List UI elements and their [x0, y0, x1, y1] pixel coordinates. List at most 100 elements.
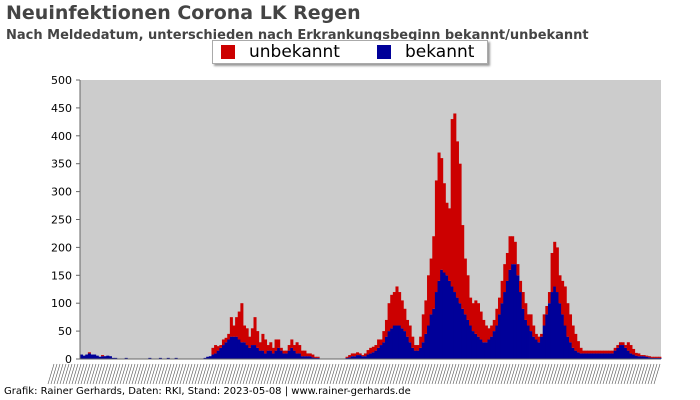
x-date-label-mark [110, 363, 118, 385]
x-date-label-mark [173, 363, 181, 385]
x-date-label-mark [263, 363, 271, 385]
bar-bekannt [629, 353, 633, 359]
bar-bekannt [87, 353, 91, 359]
x-date-label-mark [257, 363, 265, 385]
bar-bekannt [103, 356, 107, 359]
bar-bekannt [208, 356, 212, 359]
bar-bekannt [366, 354, 370, 359]
bar-bekannt [505, 280, 509, 359]
x-date-label-mark [293, 363, 301, 385]
bar-unbekannt [434, 180, 438, 293]
bar-bekannt [348, 357, 352, 359]
bar-unbekannt [516, 264, 520, 276]
x-date-label-mark [599, 363, 607, 385]
x-date-label-mark [467, 363, 475, 385]
bar-unbekannt [419, 336, 423, 348]
x-date-label-mark [557, 363, 565, 385]
bar-unbekannt [605, 350, 609, 354]
bar-unbekannt [440, 158, 444, 270]
x-date-label-mark [464, 363, 472, 385]
bar-unbekannt [563, 286, 567, 326]
x-date-label-mark [251, 363, 259, 385]
bar-bekannt [621, 345, 625, 359]
x-date-label-mark [353, 363, 361, 385]
bar-unbekannt [87, 352, 91, 354]
bar-bekannt [647, 357, 651, 359]
bar-bekannt [261, 350, 265, 359]
bar-bekannt [398, 325, 402, 359]
x-date-label-mark [569, 363, 577, 385]
bar-unbekannt [361, 355, 365, 357]
bar-bekannt [563, 325, 567, 359]
x-date-label-mark [203, 363, 211, 385]
bar-bekannt [287, 350, 291, 359]
x-date-label-mark [359, 363, 367, 385]
x-date-label-mark [356, 363, 364, 385]
bar-unbekannt [416, 345, 420, 351]
bar-unbekannt [374, 345, 378, 351]
bar-bekannt [568, 342, 573, 359]
bar-bekannt [93, 354, 97, 359]
x-date-label-mark [485, 363, 493, 385]
bar-unbekannt [466, 275, 470, 320]
x-date-label-mark [194, 363, 202, 385]
x-date-label-mark [335, 363, 343, 385]
x-date-label-mark [47, 363, 55, 385]
x-date-label-mark [212, 363, 220, 385]
bar-bekannt [508, 269, 512, 359]
bar-unbekannt [287, 345, 291, 351]
bar-unbekannt [242, 325, 247, 343]
bar-unbekannt [235, 317, 239, 337]
bar-bekannt [613, 350, 617, 359]
bar-bekannt [253, 345, 257, 359]
bar-bekannt [390, 328, 394, 359]
x-date-label-mark [59, 363, 67, 385]
bar-bekannt [474, 333, 478, 359]
x-date-label-mark [89, 363, 97, 385]
bar-unbekannt [479, 311, 483, 340]
bar-unbekannt [353, 353, 357, 357]
bar-unbekannt [629, 345, 633, 354]
bar-bekannt [450, 286, 454, 359]
x-date-label-mark [104, 363, 112, 385]
x-date-label-mark [236, 363, 244, 385]
bar-unbekannt [295, 342, 299, 354]
x-date-label-mark [284, 363, 292, 385]
x-date-label-mark [641, 363, 649, 385]
bar-bekannt [608, 353, 612, 359]
bar-unbekannt [461, 225, 465, 309]
x-date-label-mark [650, 363, 658, 385]
x-date-label-mark [362, 363, 370, 385]
bar-unbekannt [553, 241, 557, 287]
bar-unbekannt [484, 325, 488, 343]
bar-bekannt [106, 355, 110, 359]
bar-bekannt [600, 353, 604, 359]
bar-bekannt [108, 356, 112, 359]
bar-bekannt [437, 280, 441, 359]
bar-bekannt [595, 353, 599, 359]
x-date-label-mark [644, 363, 652, 385]
x-date-label-mark [623, 363, 631, 385]
legend-label-unbekannt: unbekannt [249, 42, 340, 62]
x-date-label-mark [266, 363, 274, 385]
bar-bekannt [114, 357, 118, 359]
bar-bekannt [221, 345, 225, 359]
x-date-label-mark [407, 363, 415, 385]
x-date-label-mark [56, 363, 64, 385]
bar-unbekannt [566, 303, 570, 337]
bar-unbekannt [613, 347, 617, 351]
x-date-label-mark [80, 363, 88, 385]
x-date-label-mark [440, 363, 448, 385]
bar-bekannt [384, 336, 388, 359]
bar-unbekannt [408, 325, 412, 343]
chart-footer: Grafik: Rainer Gerhards, Daten: RKI, Sta… [4, 386, 411, 397]
bar-bekannt [500, 303, 504, 359]
bar-unbekannt [645, 355, 649, 357]
x-date-label-mark [524, 363, 532, 385]
x-date-label-mark [143, 363, 151, 385]
bar-unbekannt [269, 342, 273, 351]
bar-bekannt [476, 336, 481, 359]
bar-bekannt [419, 347, 423, 359]
x-date-label-mark [422, 363, 430, 385]
chart-subtitle: Nach Meldedatum, unterschieden nach Erkr… [6, 28, 589, 43]
